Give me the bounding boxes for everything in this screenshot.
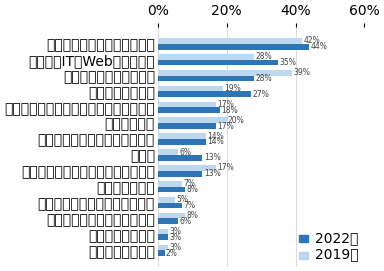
Text: 27%: 27% bbox=[252, 90, 269, 99]
Text: 18%: 18% bbox=[221, 106, 238, 115]
Bar bbox=[158, 139, 206, 145]
Bar bbox=[158, 181, 182, 187]
Text: 6%: 6% bbox=[180, 217, 192, 226]
Text: 44%: 44% bbox=[311, 42, 328, 51]
Bar bbox=[158, 203, 182, 208]
Text: 17%: 17% bbox=[218, 100, 234, 109]
Bar bbox=[158, 133, 206, 139]
Bar bbox=[158, 171, 202, 176]
Bar bbox=[158, 187, 185, 192]
Bar bbox=[158, 250, 165, 256]
Bar bbox=[158, 38, 303, 44]
Bar bbox=[158, 91, 251, 97]
Text: 14%: 14% bbox=[207, 132, 224, 141]
Bar bbox=[158, 44, 310, 50]
Bar bbox=[158, 155, 202, 161]
Text: 28%: 28% bbox=[256, 52, 272, 61]
Bar bbox=[158, 102, 216, 107]
Bar bbox=[158, 86, 223, 91]
Text: 3%: 3% bbox=[169, 227, 181, 236]
Text: 42%: 42% bbox=[304, 36, 321, 46]
Bar bbox=[158, 213, 185, 218]
Bar bbox=[158, 149, 179, 155]
Bar bbox=[158, 234, 168, 240]
Text: 28%: 28% bbox=[256, 74, 272, 83]
Bar bbox=[158, 70, 292, 76]
Bar bbox=[158, 229, 168, 234]
Bar bbox=[158, 244, 168, 250]
Text: 20%: 20% bbox=[228, 116, 245, 125]
Text: 8%: 8% bbox=[187, 211, 199, 220]
Bar bbox=[158, 107, 220, 113]
Text: 14%: 14% bbox=[207, 137, 224, 146]
Text: 6%: 6% bbox=[180, 148, 192, 157]
Bar bbox=[158, 218, 179, 224]
Text: 2%: 2% bbox=[166, 249, 178, 257]
Text: 13%: 13% bbox=[204, 169, 221, 178]
Text: 8%: 8% bbox=[187, 185, 199, 194]
Text: 3%: 3% bbox=[169, 233, 181, 242]
Bar bbox=[158, 118, 227, 123]
Text: 39%: 39% bbox=[293, 68, 310, 77]
Text: 17%: 17% bbox=[218, 122, 234, 131]
Bar bbox=[158, 76, 254, 81]
Text: 19%: 19% bbox=[225, 84, 241, 93]
Bar bbox=[158, 123, 216, 129]
Text: 13%: 13% bbox=[204, 153, 221, 162]
Text: 5%: 5% bbox=[176, 195, 188, 204]
Text: 3%: 3% bbox=[169, 243, 181, 252]
Bar bbox=[158, 60, 278, 65]
Text: 35%: 35% bbox=[280, 58, 296, 67]
Bar bbox=[158, 54, 254, 60]
Bar bbox=[158, 165, 216, 171]
Text: 17%: 17% bbox=[218, 163, 234, 172]
Legend: 2022年, 2019年: 2022年, 2019年 bbox=[296, 227, 362, 265]
Text: 7%: 7% bbox=[183, 179, 195, 188]
Text: 7%: 7% bbox=[183, 201, 195, 210]
Bar bbox=[158, 197, 175, 203]
